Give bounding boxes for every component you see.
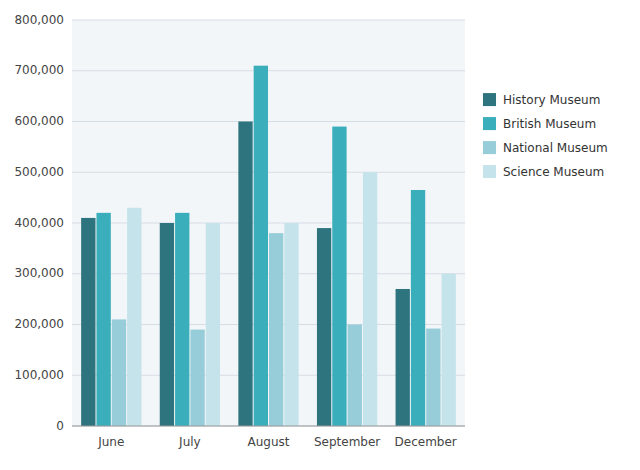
bar [284, 223, 298, 426]
bar [160, 223, 174, 426]
plot-area [72, 20, 465, 426]
bar [332, 127, 346, 426]
legend-label: Science Museum [503, 165, 604, 179]
x-axis: June July August September December [72, 426, 465, 449]
grid-line [72, 70, 465, 71]
x-tick-label: December [395, 435, 457, 449]
bar [238, 122, 252, 427]
grid-line [72, 121, 465, 122]
y-tick-label: 200,000 [14, 317, 64, 331]
y-tick-label: 0 [56, 419, 64, 433]
chart: 0 100,000 200,000 300,000 400,000 500,000 600,… [0, 0, 640, 470]
x-tick-label: August [248, 435, 290, 449]
series [96, 66, 425, 426]
legend-swatch [483, 93, 496, 106]
legend-label: History Museum [503, 93, 600, 107]
y-tick-label: 500,000 [14, 165, 64, 179]
grid-line [72, 20, 465, 21]
bars [81, 66, 456, 426]
x-tick-label: September [314, 435, 380, 449]
bar [81, 218, 95, 426]
series [81, 122, 410, 427]
bar [396, 289, 410, 426]
y-tick-label: 700,000 [14, 63, 64, 77]
bar [426, 329, 440, 426]
legend-swatch [483, 141, 496, 154]
x-tick-label: June [97, 435, 124, 449]
bar [442, 274, 456, 426]
bar [348, 325, 362, 427]
bar [127, 208, 141, 426]
bar [96, 213, 110, 426]
y-tick-label: 400,000 [14, 216, 64, 230]
bar [317, 228, 331, 426]
bar [206, 223, 220, 426]
x-axis-line [72, 426, 465, 427]
legend-swatch [483, 117, 496, 130]
bar [112, 319, 126, 426]
bar [254, 66, 268, 426]
legend-swatch [483, 165, 496, 178]
bar [363, 172, 377, 426]
grid-line [72, 172, 465, 173]
y-tick-label: 800,000 [14, 13, 64, 27]
bar [175, 213, 189, 426]
x-tick-label: July [178, 435, 201, 449]
bar [190, 330, 204, 426]
y-axis: 0 100,000 200,000 300,000 400,000 500,000 600,… [14, 13, 465, 433]
grid-line [72, 426, 465, 427]
y-tick-label: 300,000 [14, 266, 64, 280]
bar [269, 233, 283, 426]
legend-label: National Museum [503, 141, 608, 155]
y-tick-label: 600,000 [14, 114, 64, 128]
y-tick-label: 100,000 [14, 368, 64, 382]
series [127, 172, 456, 426]
bar [411, 190, 425, 426]
legend: History Museum British Museum National Mus… [483, 93, 608, 179]
series [112, 233, 441, 426]
legend-label: British Museum [503, 117, 596, 131]
